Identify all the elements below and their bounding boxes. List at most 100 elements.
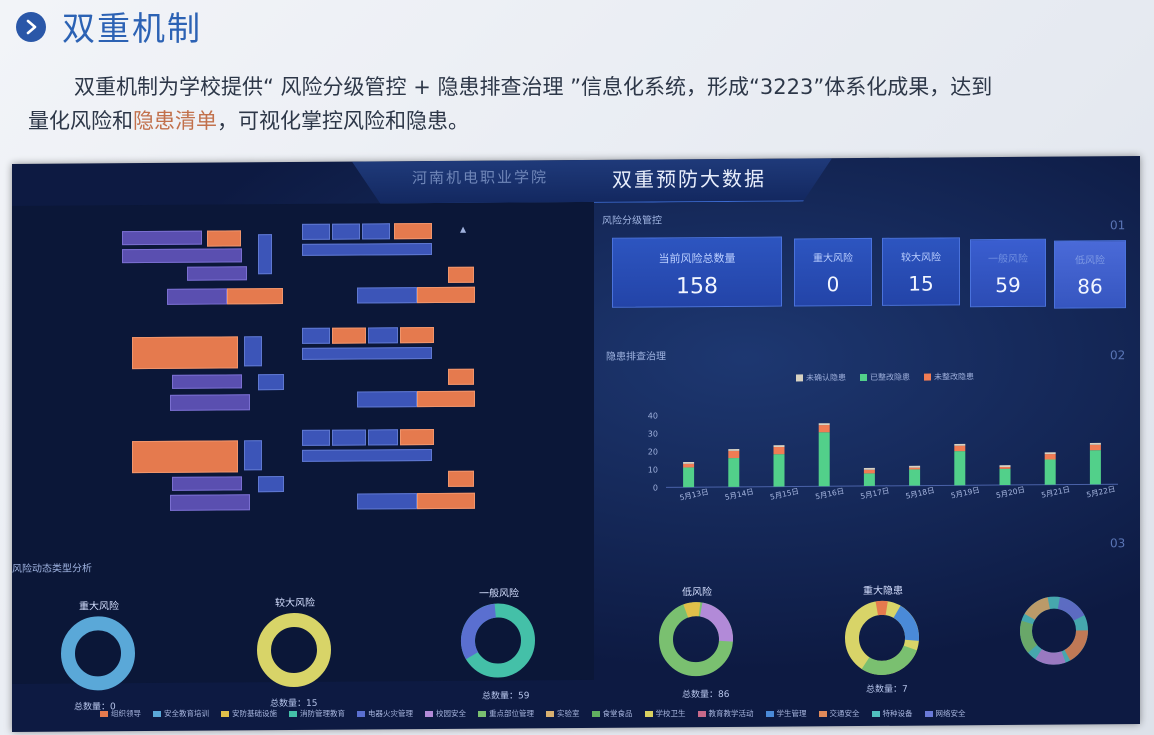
legend-swatch	[644, 711, 653, 717]
legend-item: 交通安全	[818, 708, 860, 719]
hazard-panel-number: 02	[1110, 348, 1126, 363]
donut-major-hazard	[845, 600, 919, 675]
bar-segment	[909, 467, 921, 470]
intro-highlight: 隐患清单	[133, 109, 217, 133]
bar-segment	[683, 467, 695, 488]
legend-swatch	[100, 711, 108, 717]
floor-room	[417, 390, 475, 408]
bar-segment	[728, 458, 740, 487]
donut-low-risk	[659, 602, 733, 677]
donut-total: 总数量：86	[682, 689, 730, 701]
donut-title: 较大风险	[275, 597, 315, 610]
bar-segment	[863, 467, 875, 470]
donut-segment	[659, 602, 733, 677]
legend-item: 组织领导	[100, 708, 141, 719]
floor-room	[302, 449, 432, 462]
kpi-label: 低风险	[1075, 255, 1105, 267]
kpi-total-risk: 当前风险总数量 158	[612, 236, 782, 308]
legend-swatch	[546, 711, 554, 717]
legend-item: 校园安全	[425, 708, 466, 719]
bar-segment	[1089, 442, 1101, 445]
legend-swatch	[924, 373, 931, 381]
floor-room	[170, 494, 250, 511]
bar-segment	[1089, 450, 1101, 485]
floor-room	[167, 288, 227, 305]
floor-room	[357, 391, 417, 408]
floor-room	[132, 440, 238, 474]
legend-item: 安全教育培训	[153, 708, 209, 719]
legend-swatch	[357, 711, 365, 717]
legend-item: 已整改隐患	[860, 372, 910, 383]
risk-panel-label: 风险分级管控	[602, 215, 662, 227]
floor-room	[368, 429, 398, 446]
donut-title: 重大风险	[79, 601, 119, 613]
floor-room	[448, 266, 474, 283]
floor-room	[332, 429, 366, 446]
hazard-bar-chart: 0 10 20 30 40 5月13日 5月14日 5月15日 5月16日 5月17日 5月18日 5…	[648, 411, 1118, 502]
x-tick-label: 5月16日	[814, 486, 845, 501]
bar-segment	[728, 449, 740, 451]
floor-room	[302, 223, 330, 240]
legend-swatch	[221, 711, 229, 717]
legend-item: 实验室	[546, 708, 580, 719]
floor-room	[302, 347, 432, 360]
floor-room	[244, 336, 262, 367]
intro-line-2-b: ，可视化掌控风险和隐患。	[217, 109, 469, 133]
legend-item: 食堂食品	[591, 708, 633, 719]
y-tick-label: 40	[648, 411, 658, 420]
donut-segment	[1020, 596, 1088, 665]
donut-title: 一般风险	[479, 588, 519, 600]
chevron-right-circle-icon	[16, 12, 46, 42]
floor-room	[187, 266, 247, 281]
floor-room	[448, 470, 474, 487]
y-tick-label: 0	[653, 483, 658, 492]
floor-room	[332, 223, 360, 240]
donut-major-risk	[61, 616, 135, 691]
bar-segment	[683, 463, 695, 468]
legend-swatch	[818, 711, 827, 717]
legend-item: 重点部位管理	[478, 708, 534, 719]
intro-paragraph: 双重机制为学校提供“ 风险分级管控 + 隐患排查治理 ”信息化系统，形成“322…	[28, 70, 1138, 138]
floor-room	[170, 394, 250, 411]
floor-room	[400, 428, 434, 446]
risk-panel-number: 01	[1110, 218, 1126, 233]
bar-segment	[954, 443, 966, 446]
floor-room	[394, 223, 432, 240]
kpi-value: 15	[908, 271, 934, 296]
y-tick-label: 10	[648, 465, 658, 474]
donut-segment	[61, 616, 135, 691]
legend-swatch	[765, 711, 774, 717]
legend-item: 未整改隐患	[924, 371, 974, 382]
donut-hazard-faded	[1020, 596, 1088, 665]
legend-item: 教育教学活动	[697, 708, 754, 719]
dynamic-panel-number: 03	[1110, 536, 1126, 551]
bar-segment	[909, 465, 921, 468]
section-title: 双重机制	[62, 9, 202, 48]
floor-room	[244, 440, 262, 471]
legend-swatch	[697, 711, 706, 717]
floor-room	[172, 374, 242, 389]
dashboard-title: 双重预防大数据	[612, 166, 766, 192]
category-legend: 组织领导 安全教育培训 安防基础设施 消防管理教育 电器火灾管理 校园安全 重点部位管理 实验…	[100, 708, 966, 719]
kpi-value: 158	[676, 274, 718, 300]
legend-swatch	[425, 711, 433, 717]
bar-segment	[999, 466, 1011, 469]
kpi-low-risk: 低风险 86	[1054, 240, 1126, 309]
bar-segment	[999, 465, 1011, 468]
kpi-label: 重大风险	[813, 253, 853, 265]
hazard-chart-legend: 未确认隐患 已整改隐患 未整改隐患	[796, 371, 974, 383]
intro-line-2: 量化风险和隐患清单，可视化掌控风险和隐患。	[28, 104, 1138, 138]
floor-room	[357, 287, 417, 304]
x-tick-label: 5月15日	[769, 487, 800, 502]
bar-segment	[818, 423, 830, 426]
legend-swatch	[860, 373, 867, 382]
donut-segment	[257, 612, 331, 687]
y-tick-label: 30	[648, 429, 658, 438]
floor-room	[132, 336, 238, 370]
donut-segment	[845, 600, 919, 675]
donut-segment	[1020, 596, 1088, 665]
bar-segment	[1044, 459, 1056, 485]
kpi-value: 0	[826, 272, 840, 297]
bar-segment	[863, 469, 875, 474]
floor-room	[332, 327, 366, 344]
